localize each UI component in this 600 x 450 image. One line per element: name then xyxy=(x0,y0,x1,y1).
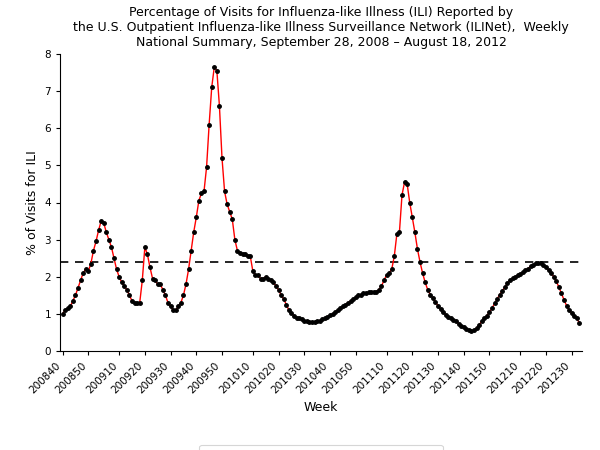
Legend: % ILI, National Baseline: % ILI, National Baseline xyxy=(199,445,443,450)
X-axis label: Week: Week xyxy=(304,400,338,414)
Title: Percentage of Visits for Influenza-like Illness (ILI) Reported by
the U.S. Outpa: Percentage of Visits for Influenza-like … xyxy=(73,6,569,49)
Y-axis label: % of Visits for ILI: % of Visits for ILI xyxy=(26,150,39,255)
